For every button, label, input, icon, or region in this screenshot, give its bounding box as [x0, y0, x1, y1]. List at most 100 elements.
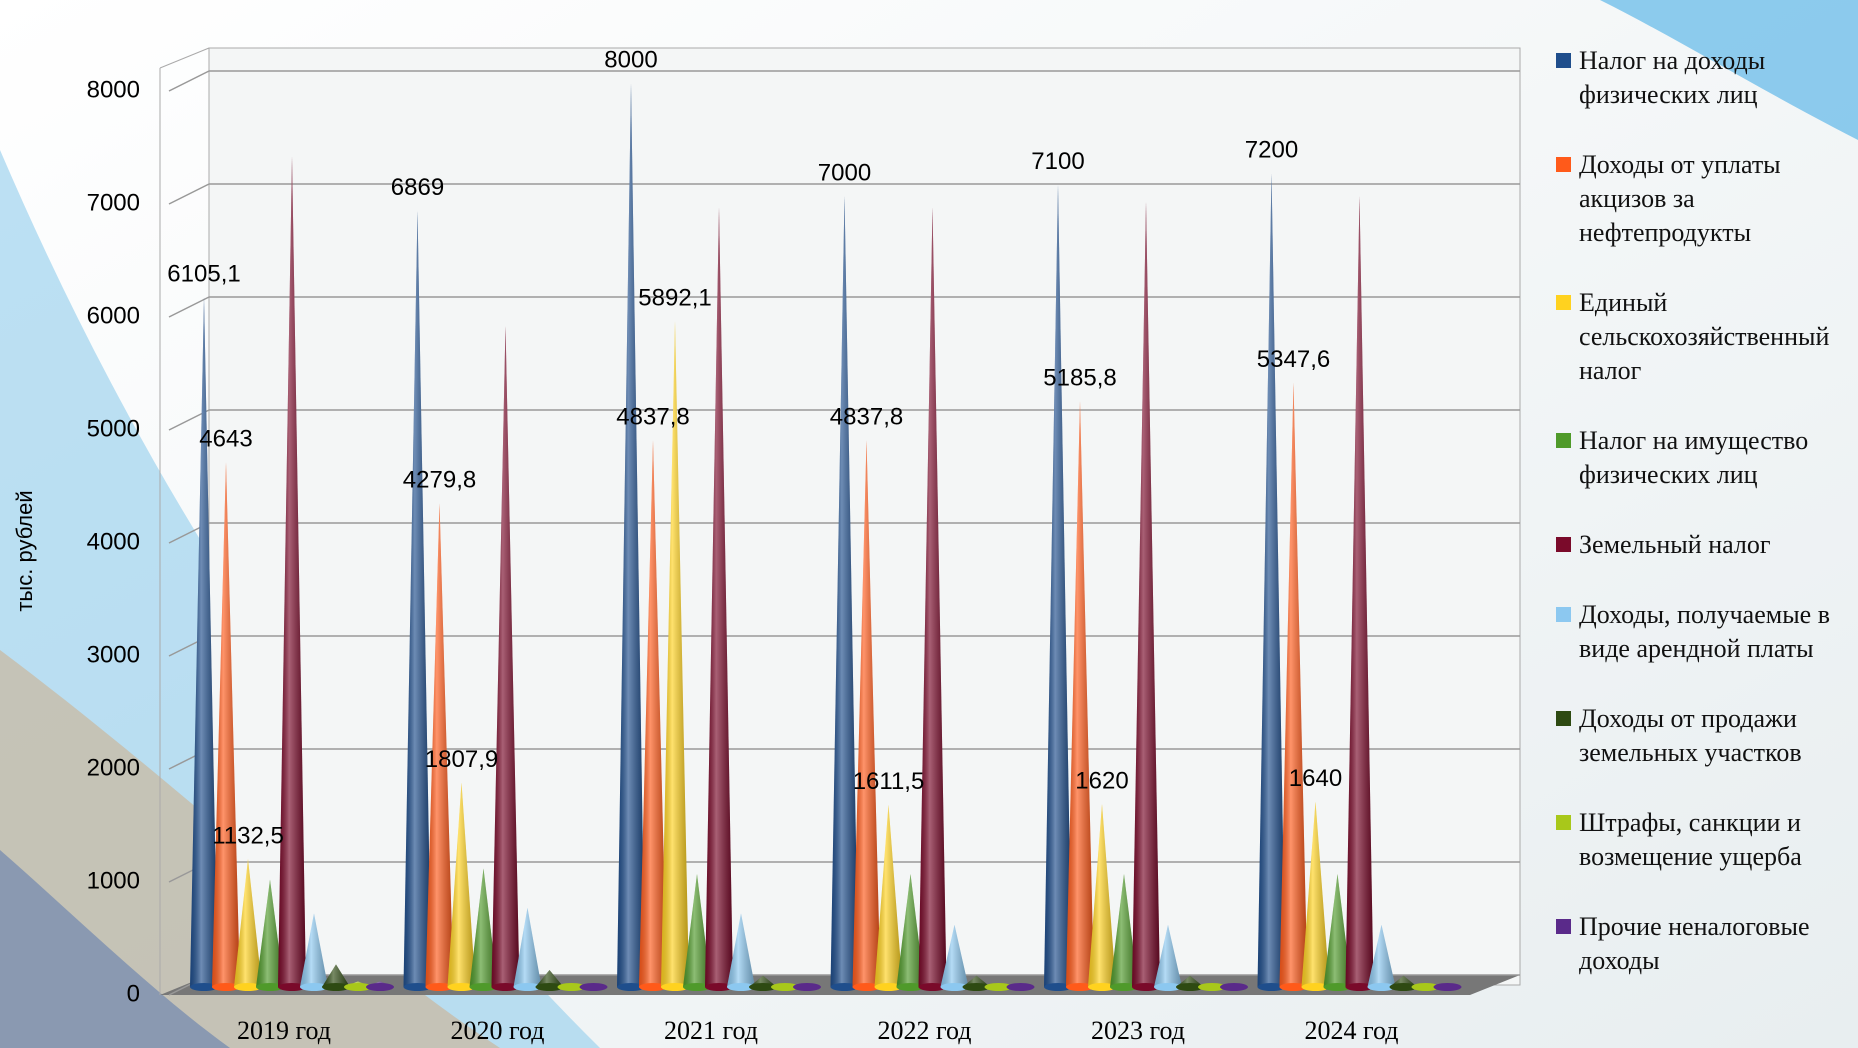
value-label: 1611,5: [853, 768, 925, 795]
decor: [1600, 0, 1858, 140]
cone-base: [830, 983, 859, 991]
legend-label: Налог на имущество физических лиц: [1579, 426, 1809, 489]
legend-swatch: [1556, 53, 1571, 68]
cone-shade: [1301, 801, 1330, 987]
cone-base: [1301, 983, 1330, 991]
grid-line: [168, 70, 210, 92]
value-label: 8000: [604, 46, 657, 73]
cone-base: [425, 983, 454, 991]
cone-base: [403, 983, 432, 991]
cone-shade: [852, 440, 881, 987]
cone-base: [1066, 983, 1094, 991]
cone-shade: [1132, 201, 1160, 987]
cone-base: [1323, 983, 1352, 991]
cone-base: [727, 983, 755, 991]
cone-shade: [896, 874, 925, 987]
y-tick-label: 0: [127, 980, 140, 1007]
cone-base: [661, 983, 689, 991]
side-edge: [159, 47, 210, 69]
cone-base: [1198, 983, 1226, 991]
legend-item: Доходы от продажи земельных участков: [1556, 702, 1856, 770]
cone-base: [1389, 983, 1418, 991]
value-label: 1620: [1075, 767, 1128, 794]
cone-shade: [830, 196, 859, 987]
cone-shade: [190, 297, 218, 988]
cone-base: [749, 983, 777, 991]
cone-base: [918, 983, 947, 991]
cone-base: [1433, 983, 1462, 991]
y-tick-label: 5000: [87, 415, 140, 442]
x-tick-label: 2019 год: [237, 1016, 331, 1045]
cone-shade: [234, 859, 262, 987]
cone-base: [300, 983, 328, 991]
cone-base: [1088, 983, 1116, 991]
cone-shade: [212, 462, 240, 987]
decor: [0, 850, 230, 1048]
cone-base: [940, 983, 969, 991]
cone-shade: [1279, 382, 1308, 987]
legend-label: Доходы от уплаты акцизов за нефтепродукт…: [1579, 150, 1781, 247]
cone-base: [874, 983, 903, 991]
cone-base: [1110, 983, 1138, 991]
cone-base: [1367, 983, 1396, 991]
cone-base: [491, 983, 520, 991]
value-label: 6869: [391, 174, 444, 201]
legend-label: Налог на доходы физических лиц: [1579, 46, 1766, 109]
cone-shade: [1323, 874, 1352, 987]
cone-shade: [705, 207, 733, 988]
cone-base: [322, 983, 350, 991]
cone-base: [557, 983, 586, 991]
x-tick-label: 2023 год: [1091, 1016, 1185, 1045]
cone-base: [469, 983, 498, 991]
cone-base: [447, 983, 476, 991]
cone-shade: [469, 868, 498, 987]
cone-base: [234, 983, 262, 991]
legend-item: Доходы от уплаты акцизов за нефтепродукт…: [1556, 148, 1856, 250]
value-label: 5185,8: [1043, 364, 1116, 391]
cone-shade: [940, 924, 969, 987]
cone-base: [212, 983, 240, 991]
value-label: 7000: [818, 159, 871, 186]
cone-base: [962, 983, 991, 991]
cone-base: [513, 983, 542, 991]
cone-base: [771, 983, 799, 991]
y-tick-label: 6000: [87, 302, 140, 329]
value-label: 4279,8: [403, 467, 476, 494]
cone-base: [1411, 983, 1440, 991]
cone-shade: [1367, 924, 1396, 987]
x-tick-label: 2022 год: [878, 1016, 972, 1045]
cone-shade: [1044, 184, 1072, 987]
cone-shade: [1066, 401, 1094, 987]
x-tick-label: 2020 год: [451, 1016, 545, 1045]
y-tick-label: 7000: [87, 189, 140, 216]
cone-base: [256, 983, 284, 991]
value-label: 1807,9: [425, 746, 498, 773]
value-label: 7100: [1031, 148, 1084, 175]
cone-shade: [403, 210, 432, 988]
cone-shade: [1110, 874, 1138, 987]
legend-swatch: [1556, 157, 1571, 172]
cone-base: [705, 983, 733, 991]
legend-label: Доходы, получаемые в виде арендной платы: [1579, 600, 1830, 663]
cone-base: [984, 983, 1013, 991]
cone-shade: [683, 874, 711, 987]
cone-base: [1132, 983, 1160, 991]
cone-shade: [447, 782, 476, 987]
value-label: 7200: [1245, 137, 1298, 164]
cone-base: [535, 983, 564, 991]
legend-swatch: [1556, 711, 1571, 726]
cone-shade: [513, 907, 542, 987]
x-tick-label: 2021 год: [664, 1016, 758, 1045]
y-tick-label: 1000: [87, 867, 140, 894]
value-label: 4837,8: [616, 404, 689, 431]
x-tick-label: 2024 год: [1305, 1016, 1399, 1045]
value-label: 5347,6: [1257, 346, 1330, 373]
y-tick-label: 4000: [87, 528, 140, 555]
cone-shade: [874, 804, 903, 987]
cone-shade: [425, 503, 454, 987]
cone-base: [1044, 983, 1072, 991]
cone-shade: [1088, 803, 1116, 987]
cone-shade: [727, 913, 755, 987]
cone-base: [793, 983, 821, 991]
y-axis-title: тыс. рублей: [12, 490, 37, 611]
